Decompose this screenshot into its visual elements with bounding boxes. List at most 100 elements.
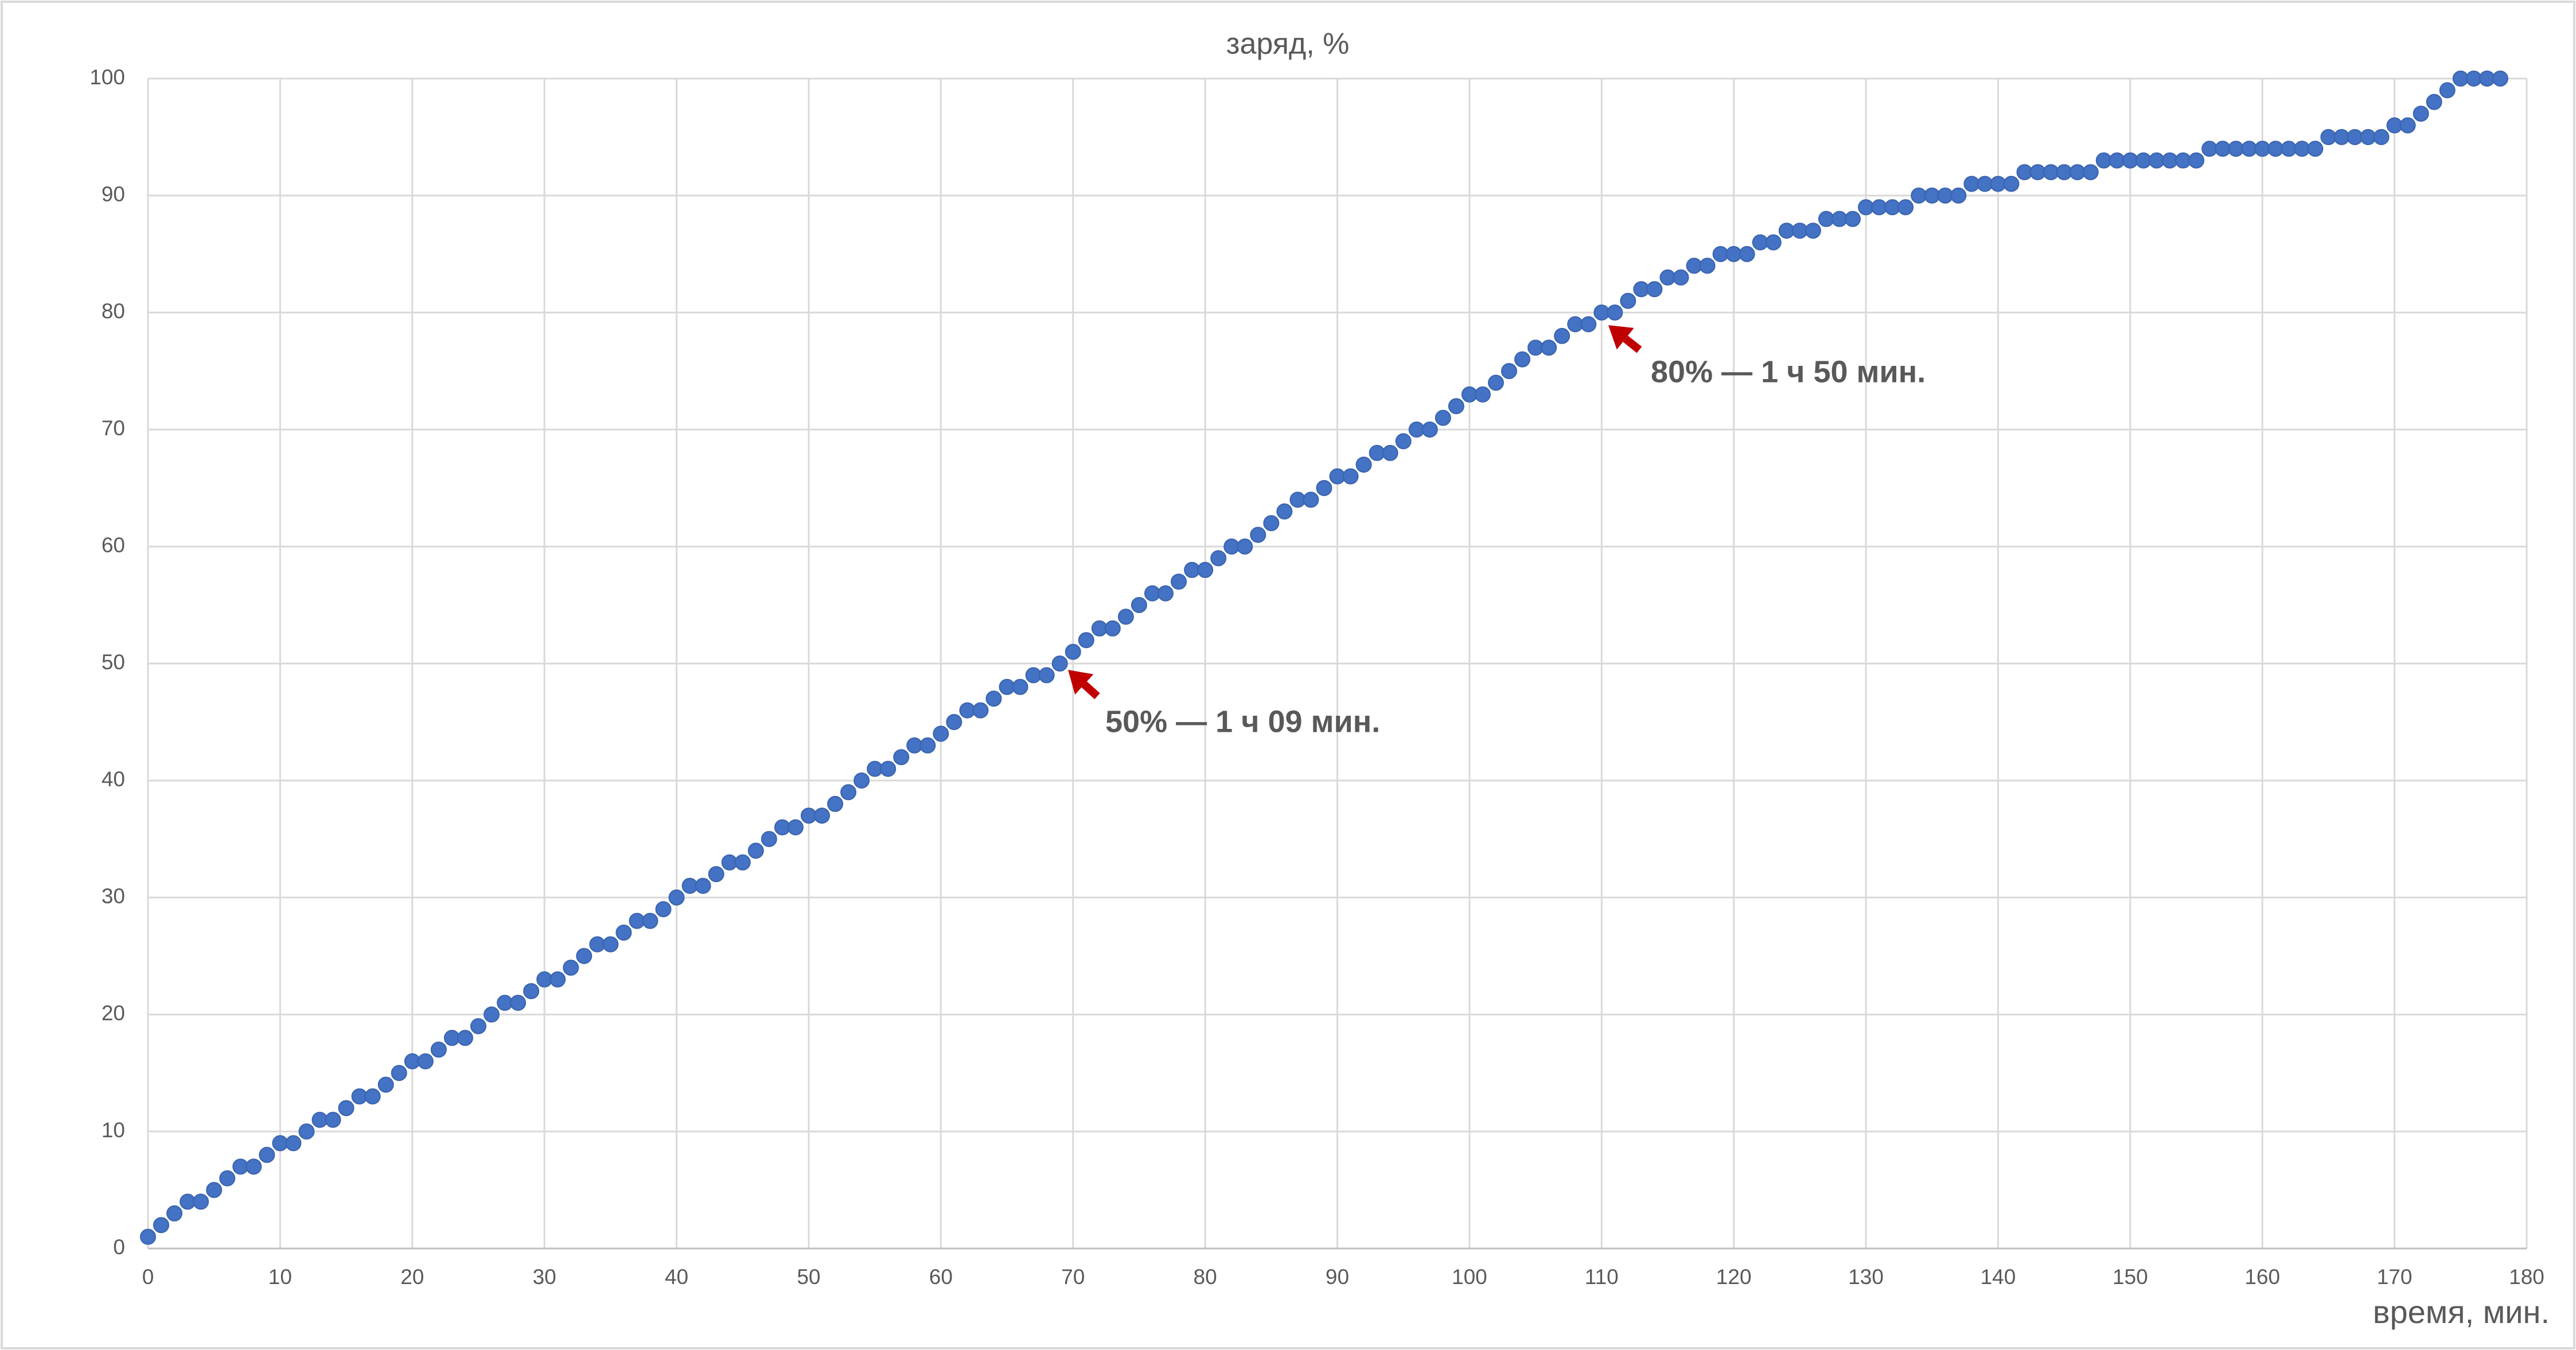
point (1157, 585, 1174, 602)
x-tick-label: 160 (2244, 1265, 2280, 1289)
x-tick-label: 180 (2509, 1265, 2544, 1289)
point (1355, 456, 1372, 473)
point (1342, 468, 1359, 485)
point (642, 912, 658, 929)
point (1607, 305, 1623, 321)
point (1038, 667, 1055, 684)
point (1541, 340, 1557, 356)
x-tick-label: 90 (1326, 1265, 1349, 1289)
point (919, 737, 936, 754)
point (1897, 199, 1914, 216)
y-tick-label: 0 (113, 1235, 125, 1259)
point (2426, 93, 2442, 110)
x-tick-label: 170 (2377, 1265, 2413, 1289)
x-tick-label: 80 (1194, 1265, 1217, 1289)
x-tick-label: 0 (142, 1265, 154, 1289)
point (417, 1053, 434, 1070)
y-tick-label: 60 (102, 533, 125, 557)
point (2413, 106, 2429, 122)
x-tick-label: 130 (1848, 1265, 1884, 1289)
point (1765, 234, 1782, 251)
chart-title: заряд, % (1226, 28, 1350, 61)
point (615, 924, 632, 941)
y-tick-label: 30 (102, 884, 125, 908)
point (510, 994, 527, 1011)
point (457, 1029, 473, 1046)
x-tick-label: 50 (797, 1265, 820, 1289)
point (206, 1182, 223, 1198)
point (2082, 164, 2099, 181)
point (1620, 292, 1636, 309)
point (893, 749, 910, 766)
point (1065, 643, 1081, 660)
point (1395, 433, 1412, 450)
x-tick-label: 110 (1585, 1265, 1619, 1289)
annotation-arrow (1623, 335, 1642, 353)
point (655, 901, 672, 918)
point (364, 1088, 381, 1105)
point (1580, 316, 1597, 333)
point (1487, 374, 1504, 391)
point (734, 854, 751, 871)
annotation-arrowhead (1608, 325, 1634, 350)
annotation-arrowhead (1068, 670, 1094, 695)
point (1501, 363, 1518, 379)
point (1078, 632, 1094, 649)
x-tick-label: 20 (400, 1265, 424, 1289)
point (550, 971, 566, 988)
point (1554, 327, 1570, 344)
point (695, 877, 711, 894)
point (1276, 503, 1293, 520)
point (259, 1146, 275, 1163)
point (827, 795, 844, 812)
point (484, 1006, 500, 1023)
point (1171, 573, 1187, 590)
point (470, 1018, 486, 1035)
annotation-arrow (1081, 681, 1100, 700)
annotation: 50% — 1 ч 09 мин. (1105, 704, 1380, 739)
point (1303, 491, 1319, 508)
point (1250, 526, 1266, 543)
x-tick-label: 60 (929, 1265, 953, 1289)
x-tick-label: 120 (1716, 1265, 1752, 1289)
point (1435, 409, 1451, 426)
x-tick-label: 30 (533, 1265, 556, 1289)
point (1950, 188, 1967, 204)
y-tick-label: 100 (89, 65, 125, 89)
y-tick-label: 90 (102, 182, 125, 206)
point (1263, 515, 1280, 532)
x-tick-label: 10 (268, 1265, 292, 1289)
x-tick-label: 150 (2113, 1265, 2148, 1289)
point (1739, 246, 1755, 262)
y-tick-label: 10 (102, 1118, 125, 1142)
point (430, 1041, 447, 1058)
point (245, 1158, 262, 1175)
point (761, 831, 777, 847)
point (1845, 210, 1861, 227)
annotation: 80% — 1 ч 50 мин. (1651, 354, 1926, 389)
point (787, 819, 804, 836)
x-tick-label: 140 (1981, 1265, 2016, 1289)
point (2003, 175, 2020, 192)
point (391, 1065, 407, 1081)
point (1382, 444, 1398, 461)
point (1474, 386, 1491, 403)
point (2492, 71, 2508, 87)
x-axis-label: время, мин. (2373, 1294, 2550, 1330)
point (1197, 561, 1214, 578)
y-tick-label: 80 (102, 299, 125, 323)
point (1699, 257, 1716, 274)
point (2399, 117, 2416, 134)
point (1805, 223, 1821, 239)
point (1131, 597, 1147, 613)
point (523, 983, 540, 1000)
point (153, 1217, 170, 1234)
point (1673, 269, 1689, 286)
y-tick-label: 40 (102, 767, 125, 791)
x-tick-label: 40 (665, 1265, 688, 1289)
point (985, 690, 1002, 707)
point (193, 1193, 209, 1210)
